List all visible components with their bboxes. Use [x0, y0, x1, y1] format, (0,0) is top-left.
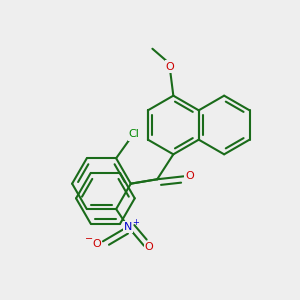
Text: Cl: Cl: [129, 129, 140, 140]
Text: +: +: [132, 218, 139, 227]
Text: N: N: [124, 222, 132, 232]
Text: O: O: [92, 239, 100, 249]
Text: −: −: [85, 234, 93, 244]
Text: O: O: [145, 242, 153, 252]
Text: O: O: [185, 171, 194, 181]
Text: O: O: [166, 61, 174, 72]
